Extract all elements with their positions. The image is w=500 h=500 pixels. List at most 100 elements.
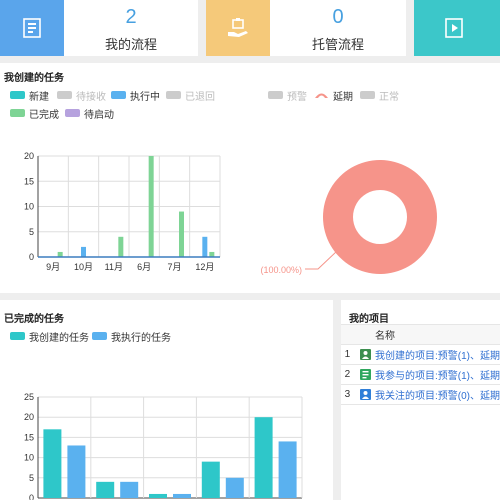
y-tick-label: 10 xyxy=(24,202,34,212)
x-tick-label: 11月 xyxy=(105,262,123,272)
table-row[interactable]: 1 我创建的项目:预警(1)、延期 xyxy=(341,344,500,365)
legend-label: 待接收 xyxy=(76,91,106,103)
row-icon-cell xyxy=(353,384,375,405)
x-tick-label: 10月 xyxy=(74,262,93,272)
y-tick-label: 0 xyxy=(29,493,34,500)
bar xyxy=(43,429,62,498)
stat-card-icon-1[interactable] xyxy=(0,0,64,56)
row-number: 1 xyxy=(341,344,354,365)
legend-swatch xyxy=(314,91,329,99)
y-tick-label: 20 xyxy=(24,412,34,422)
project-user-icon xyxy=(359,388,371,400)
y-tick-label: 25 xyxy=(24,392,34,402)
my-flow-label: 我的流程 xyxy=(104,37,157,52)
bar xyxy=(225,477,244,498)
pie-label-line xyxy=(305,250,338,270)
row-icon-cell xyxy=(353,344,375,365)
legend-warning[interactable]: 预警 xyxy=(268,89,307,103)
pie-label: 延期(100.00%) xyxy=(260,264,302,275)
y-tick-label: 5 xyxy=(29,473,34,483)
hand-tray-icon xyxy=(206,0,270,56)
header-cell-number xyxy=(341,325,354,345)
stat-card-icon-2[interactable] xyxy=(206,0,270,56)
legend-normal[interactable]: 正常 xyxy=(360,89,399,103)
projects-table: 名称 1 我创建的项目:预警(1)、延期 2 我参与的项目:预警(1)、延期 3 xyxy=(341,325,500,405)
bar xyxy=(120,481,139,498)
legend-label: 我创建的任务 xyxy=(29,332,89,344)
legend-label: 已完成 xyxy=(29,109,59,121)
bar xyxy=(254,417,273,498)
bar xyxy=(57,251,63,257)
bar xyxy=(201,461,220,498)
y-tick-label: 0 xyxy=(29,252,34,262)
x-tick-label: 12月 xyxy=(195,262,214,272)
legend-swatch xyxy=(10,91,25,99)
legend-to-start[interactable]: 待启动 xyxy=(65,107,114,121)
play-document-icon xyxy=(414,0,494,56)
x-tick-label: 7月 xyxy=(167,262,181,272)
project-document-icon xyxy=(359,368,371,380)
document-icon xyxy=(0,0,64,56)
stat-card-managed-flow[interactable]: 0 托管流程 xyxy=(270,0,406,56)
bar xyxy=(209,251,215,257)
bar xyxy=(96,481,115,498)
project-link[interactable]: 我参与的项目:预警(1)、延期 xyxy=(375,364,500,385)
legend-swatch xyxy=(268,91,283,99)
legend-label: 我执行的任务 xyxy=(111,332,171,344)
bar xyxy=(149,493,167,498)
header-cell-name: 名称 xyxy=(375,325,500,345)
legend-label: 待启动 xyxy=(84,109,114,121)
legend-new[interactable]: 新建 xyxy=(10,89,49,103)
legend-label: 延期 xyxy=(333,91,353,103)
y-tick-label: 15 xyxy=(24,176,34,186)
created-tasks-title: 我创建的任务 xyxy=(4,73,64,84)
legend-returned[interactable]: 已退回 xyxy=(166,89,215,103)
legend-my-created[interactable]: 我创建的任务 xyxy=(10,330,89,344)
x-tick-label: 6月 xyxy=(137,262,151,272)
stat-card-my-flow[interactable]: 2 我的流程 xyxy=(64,0,198,56)
bar xyxy=(81,246,86,257)
legend-swatch xyxy=(111,91,126,99)
legend-label: 已退回 xyxy=(185,91,215,103)
legend-completed[interactable]: 已完成 xyxy=(10,107,59,121)
row-number: 2 xyxy=(341,364,354,385)
legend-swatch xyxy=(10,109,25,117)
bar xyxy=(148,156,154,257)
legend-swatch xyxy=(10,332,25,340)
y-tick-label: 5 xyxy=(29,227,34,237)
my-projects-title: 我的项目 xyxy=(349,314,389,325)
bar xyxy=(173,493,191,498)
completed-tasks-title: 已完成的任务 xyxy=(4,314,64,325)
legend-delayed[interactable]: 延期 xyxy=(314,89,353,103)
stat-card-icon-3[interactable] xyxy=(414,0,500,56)
projects-divider xyxy=(341,324,500,325)
created-tasks-bar-chart: 0 5 10 15 20 9月 10月 11月 6月 7月 12月 xyxy=(24,151,221,272)
legend-label: 新建 xyxy=(29,91,49,103)
project-link[interactable]: 我创建的项目:预警(1)、延期 xyxy=(375,344,500,365)
y-tick-label: 20 xyxy=(24,151,34,161)
row-number: 3 xyxy=(341,384,354,405)
delay-status-pie-chart: 延期(100.00%) xyxy=(260,160,437,275)
bar xyxy=(278,441,297,498)
y-tick-label: 10 xyxy=(24,453,34,463)
table-row[interactable]: 2 我参与的项目:预警(1)、延期 xyxy=(341,364,500,385)
legend-label: 正常 xyxy=(379,91,399,103)
header-cell-icon xyxy=(353,325,375,345)
legend-my-executed[interactable]: 我执行的任务 xyxy=(92,330,171,344)
project-link[interactable]: 我关注的项目:预警(0)、延期 xyxy=(375,384,500,405)
row-icon-cell xyxy=(353,364,375,385)
legend-pending-receive[interactable]: 待接收 xyxy=(57,89,106,103)
legend-swatch xyxy=(166,91,181,99)
my-projects-panel: 我的项目 名称 1 我创建的项目:预警(1)、延期 2 我参与的项目:预警(1 xyxy=(341,300,500,500)
legend-in-progress[interactable]: 执行中 xyxy=(111,89,160,103)
pie-slice xyxy=(322,160,437,274)
my-flow-count: 2 xyxy=(125,6,137,28)
table-header-row: 名称 xyxy=(341,325,500,345)
table-row[interactable]: 3 我关注的项目:预警(0)、延期 xyxy=(341,384,500,405)
bar xyxy=(179,211,184,257)
project-person-icon xyxy=(359,348,371,360)
legend-swatch xyxy=(57,91,72,99)
x-tick-label: 9月 xyxy=(46,262,60,272)
managed-flow-count: 0 xyxy=(332,6,344,28)
bar xyxy=(202,236,208,257)
